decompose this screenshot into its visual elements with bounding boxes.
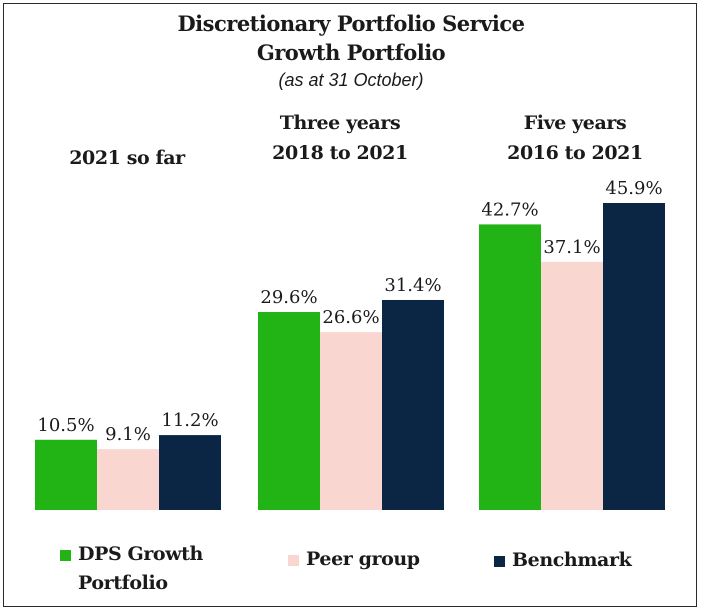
bar-dps-2021 [35,439,97,510]
data-label-benchmark-three-years: 31.4% [384,275,441,296]
legend-label-dps-line1: DPS Growth [78,543,203,565]
chart-subtitle: (as at 31 October) [278,70,424,90]
group-label-three-years: Three years 2018 to 2021 [230,108,450,168]
bar-peer-2021 [97,449,159,510]
data-label-dps-five-years: 42.7% [481,199,538,220]
group-label-five-years: Five years 2016 to 2021 [465,108,685,168]
data-label-dps-three-years: 29.6% [260,287,317,308]
group-label-five-years-line2: 2016 to 2021 [507,142,643,164]
group-label-three-years-line2: 2018 to 2021 [272,142,408,164]
legend-label-benchmark: Benchmark [512,549,632,571]
bar-benchmark-five-years [603,203,665,510]
chart-title-line1: Discretionary Portfolio Service [177,11,525,36]
legend-label-dps-line2: Portfolio [78,572,168,594]
group-label-three-years-line1: Three years [279,112,401,134]
data-label-peer-three-years: 26.6% [322,307,379,328]
group-label-five-years-line1: Five years [523,112,627,134]
data-label-benchmark-five-years: 45.9% [605,178,662,199]
bar-peer-five-years [541,261,603,510]
legend-swatch-dps [60,550,71,561]
data-label-peer-five-years: 37.1% [543,237,600,258]
bar-dps-three-years [258,312,320,510]
chart-title-line2: Growth Portfolio [256,40,446,65]
legend-label-peer: Peer group [306,548,420,570]
bar-peer-three-years [320,332,382,510]
bar-dps-five-years [479,224,541,510]
data-label-peer-2021: 9.1% [105,424,151,445]
group-label-2021: 2021 so far [17,143,237,173]
group-label-2021-line1: 2021 so far [69,147,185,169]
data-label-dps-2021: 10.5% [37,415,94,436]
bar-benchmark-three-years [382,299,444,510]
legend-swatch-benchmark [494,556,505,567]
bar-benchmark-2021 [159,435,221,510]
data-label-benchmark-2021: 11.2% [161,410,218,431]
legend-swatch-peer [288,555,299,566]
